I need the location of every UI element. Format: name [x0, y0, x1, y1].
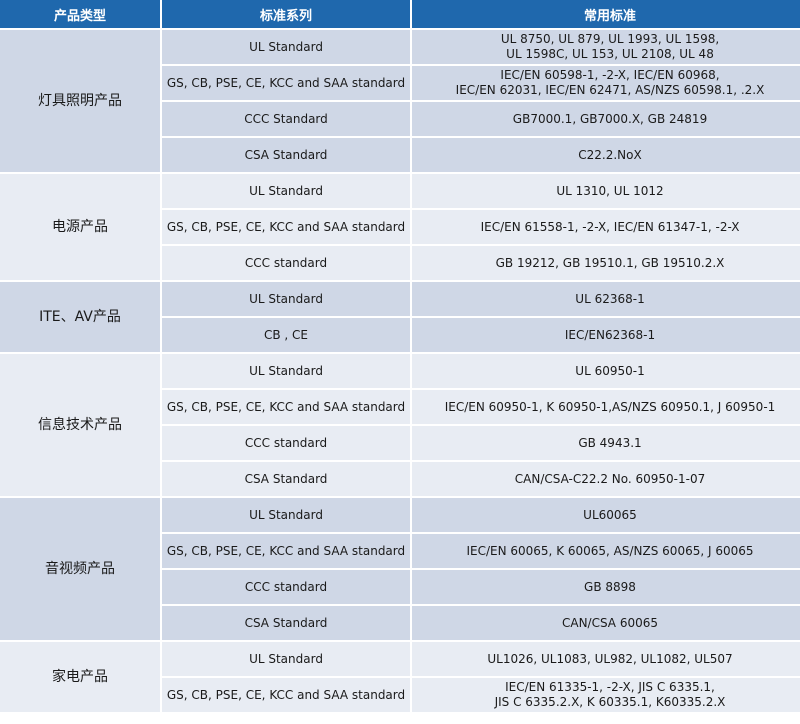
- common-standards-cell: IEC/EN 60598-1, -2-X, IEC/EN 60968, IEC/…: [412, 66, 800, 100]
- table-row: 音视频产品 UL Standard UL60065: [0, 498, 800, 640]
- header-common-standards: 常用标准: [412, 0, 800, 28]
- table-row: CCC standard GB 4943.1: [0, 426, 800, 460]
- product-type-cell: 灯具照明产品: [0, 30, 160, 172]
- table-row: GS, CB, PSE, CE, KCC and SAA standard IEC…: [0, 66, 800, 100]
- standard-series-cell: CB , CE: [162, 318, 410, 352]
- common-standards-cell: IEC/EN62368-1: [412, 318, 800, 352]
- common-standards-cell: CAN/CSA 60065: [412, 606, 800, 640]
- table-row: CCC standard GB 8898: [0, 570, 800, 604]
- standard-series-cell: UL Standard: [162, 282, 410, 316]
- standard-series-cell: CSA Standard: [162, 138, 410, 172]
- table-row: CSA Standard CAN/CSA-C22.2 No. 60950-1-07: [0, 462, 800, 496]
- standard-series-cell: CCC standard: [162, 246, 410, 280]
- table-row: GS, CB, PSE, CE, KCC and SAA standard IEC…: [0, 534, 800, 568]
- header-product-type: 产品类型: [0, 0, 160, 28]
- standard-series-cell: CCC standard: [162, 570, 410, 604]
- common-standards-cell: IEC/EN 60950-1, K 60950-1,AS/NZS 60950.1…: [412, 390, 800, 424]
- common-standards-cell: IEC/EN 60065, K 60065, AS/NZS 60065, J 6…: [412, 534, 800, 568]
- standard-series-cell: UL Standard: [162, 498, 410, 532]
- header-standard-series: 标准系列: [162, 0, 410, 28]
- table-row: ITE、AV产品 UL Standard UL 62368-1: [0, 282, 800, 352]
- standard-series-cell: CCC standard: [162, 426, 410, 460]
- common-standards-cell: UL1026, UL1083, UL982, UL1082, UL507: [412, 642, 800, 676]
- standard-series-cell: UL Standard: [162, 642, 410, 676]
- table-row: 家电产品 UL Standard UL1026, UL1083, UL982, UL…: [0, 642, 800, 712]
- table-row: CCC Standard GB7000.1, GB7000.X, GB 24819: [0, 102, 800, 136]
- table-row: CB , CE IEC/EN62368-1: [0, 318, 800, 352]
- common-standards-cell: UL 8750, UL 879, UL 1993, UL 1598, UL 15…: [412, 30, 800, 64]
- header-row: 产品类型 标准系列 常用标准: [0, 0, 800, 28]
- common-standards-cell: UL 1310, UL 1012: [412, 174, 800, 208]
- standard-series-cell: CSA Standard: [162, 606, 410, 640]
- standard-series-cell: CCC Standard: [162, 102, 410, 136]
- standard-series-cell: GS, CB, PSE, CE, KCC and SAA standard: [162, 678, 410, 712]
- table-row: CSA Standard C22.2.NoX: [0, 138, 800, 172]
- product-type-cell: 电源产品: [0, 174, 160, 280]
- common-standards-cell: GB 19212, GB 19510.1, GB 19510.2.X: [412, 246, 800, 280]
- table-row: 电源产品 UL Standard UL 1310, UL 1012: [0, 174, 800, 280]
- common-standards-cell: C22.2.NoX: [412, 138, 800, 172]
- standard-series-cell: GS, CB, PSE, CE, KCC and SAA standard: [162, 66, 410, 100]
- common-standards-cell: UL 62368-1: [412, 282, 800, 316]
- standard-series-cell: UL Standard: [162, 30, 410, 64]
- standard-series-cell: GS, CB, PSE, CE, KCC and SAA standard: [162, 210, 410, 244]
- standard-series-cell: GS, CB, PSE, CE, KCC and SAA standard: [162, 534, 410, 568]
- common-standards-cell: UL 60950-1: [412, 354, 800, 388]
- table-row: 信息技术产品 UL Standard UL 60950-1: [0, 354, 800, 496]
- standard-series-cell: CSA Standard: [162, 462, 410, 496]
- common-standards-cell: GB 4943.1: [412, 426, 800, 460]
- table-row: GS, CB, PSE, CE, KCC and SAA standard IEC…: [0, 210, 800, 244]
- table-row: GS, CB, PSE, CE, KCC and SAA standard IEC…: [0, 678, 800, 712]
- product-type-cell: 信息技术产品: [0, 354, 160, 496]
- standard-series-cell: UL Standard: [162, 354, 410, 388]
- common-standards-cell: UL60065: [412, 498, 800, 532]
- common-standards-cell: IEC/EN 61335-1, -2-X, JIS C 6335.1, JIS …: [412, 678, 800, 712]
- table-row: GS, CB, PSE, CE, KCC and SAA standard IEC…: [0, 390, 800, 424]
- standard-series-cell: GS, CB, PSE, CE, KCC and SAA standard: [162, 390, 410, 424]
- table-row: 灯具照明产品 UL Standard UL 8750, UL 879, UL 199…: [0, 30, 800, 172]
- common-standards-cell: GB 8898: [412, 570, 800, 604]
- common-standards-cell: CAN/CSA-C22.2 No. 60950-1-07: [412, 462, 800, 496]
- product-type-cell: ITE、AV产品: [0, 282, 160, 352]
- common-standards-cell: IEC/EN 61558-1, -2-X, IEC/EN 61347-1, -2…: [412, 210, 800, 244]
- common-standards-cell: GB7000.1, GB7000.X, GB 24819: [412, 102, 800, 136]
- table-row: CCC standard GB 19212, GB 19510.1, GB 195…: [0, 246, 800, 280]
- standard-series-cell: UL Standard: [162, 174, 410, 208]
- table-row: CSA Standard CAN/CSA 60065: [0, 606, 800, 640]
- product-type-cell: 音视频产品: [0, 498, 160, 640]
- product-type-cell: 家电产品: [0, 642, 160, 712]
